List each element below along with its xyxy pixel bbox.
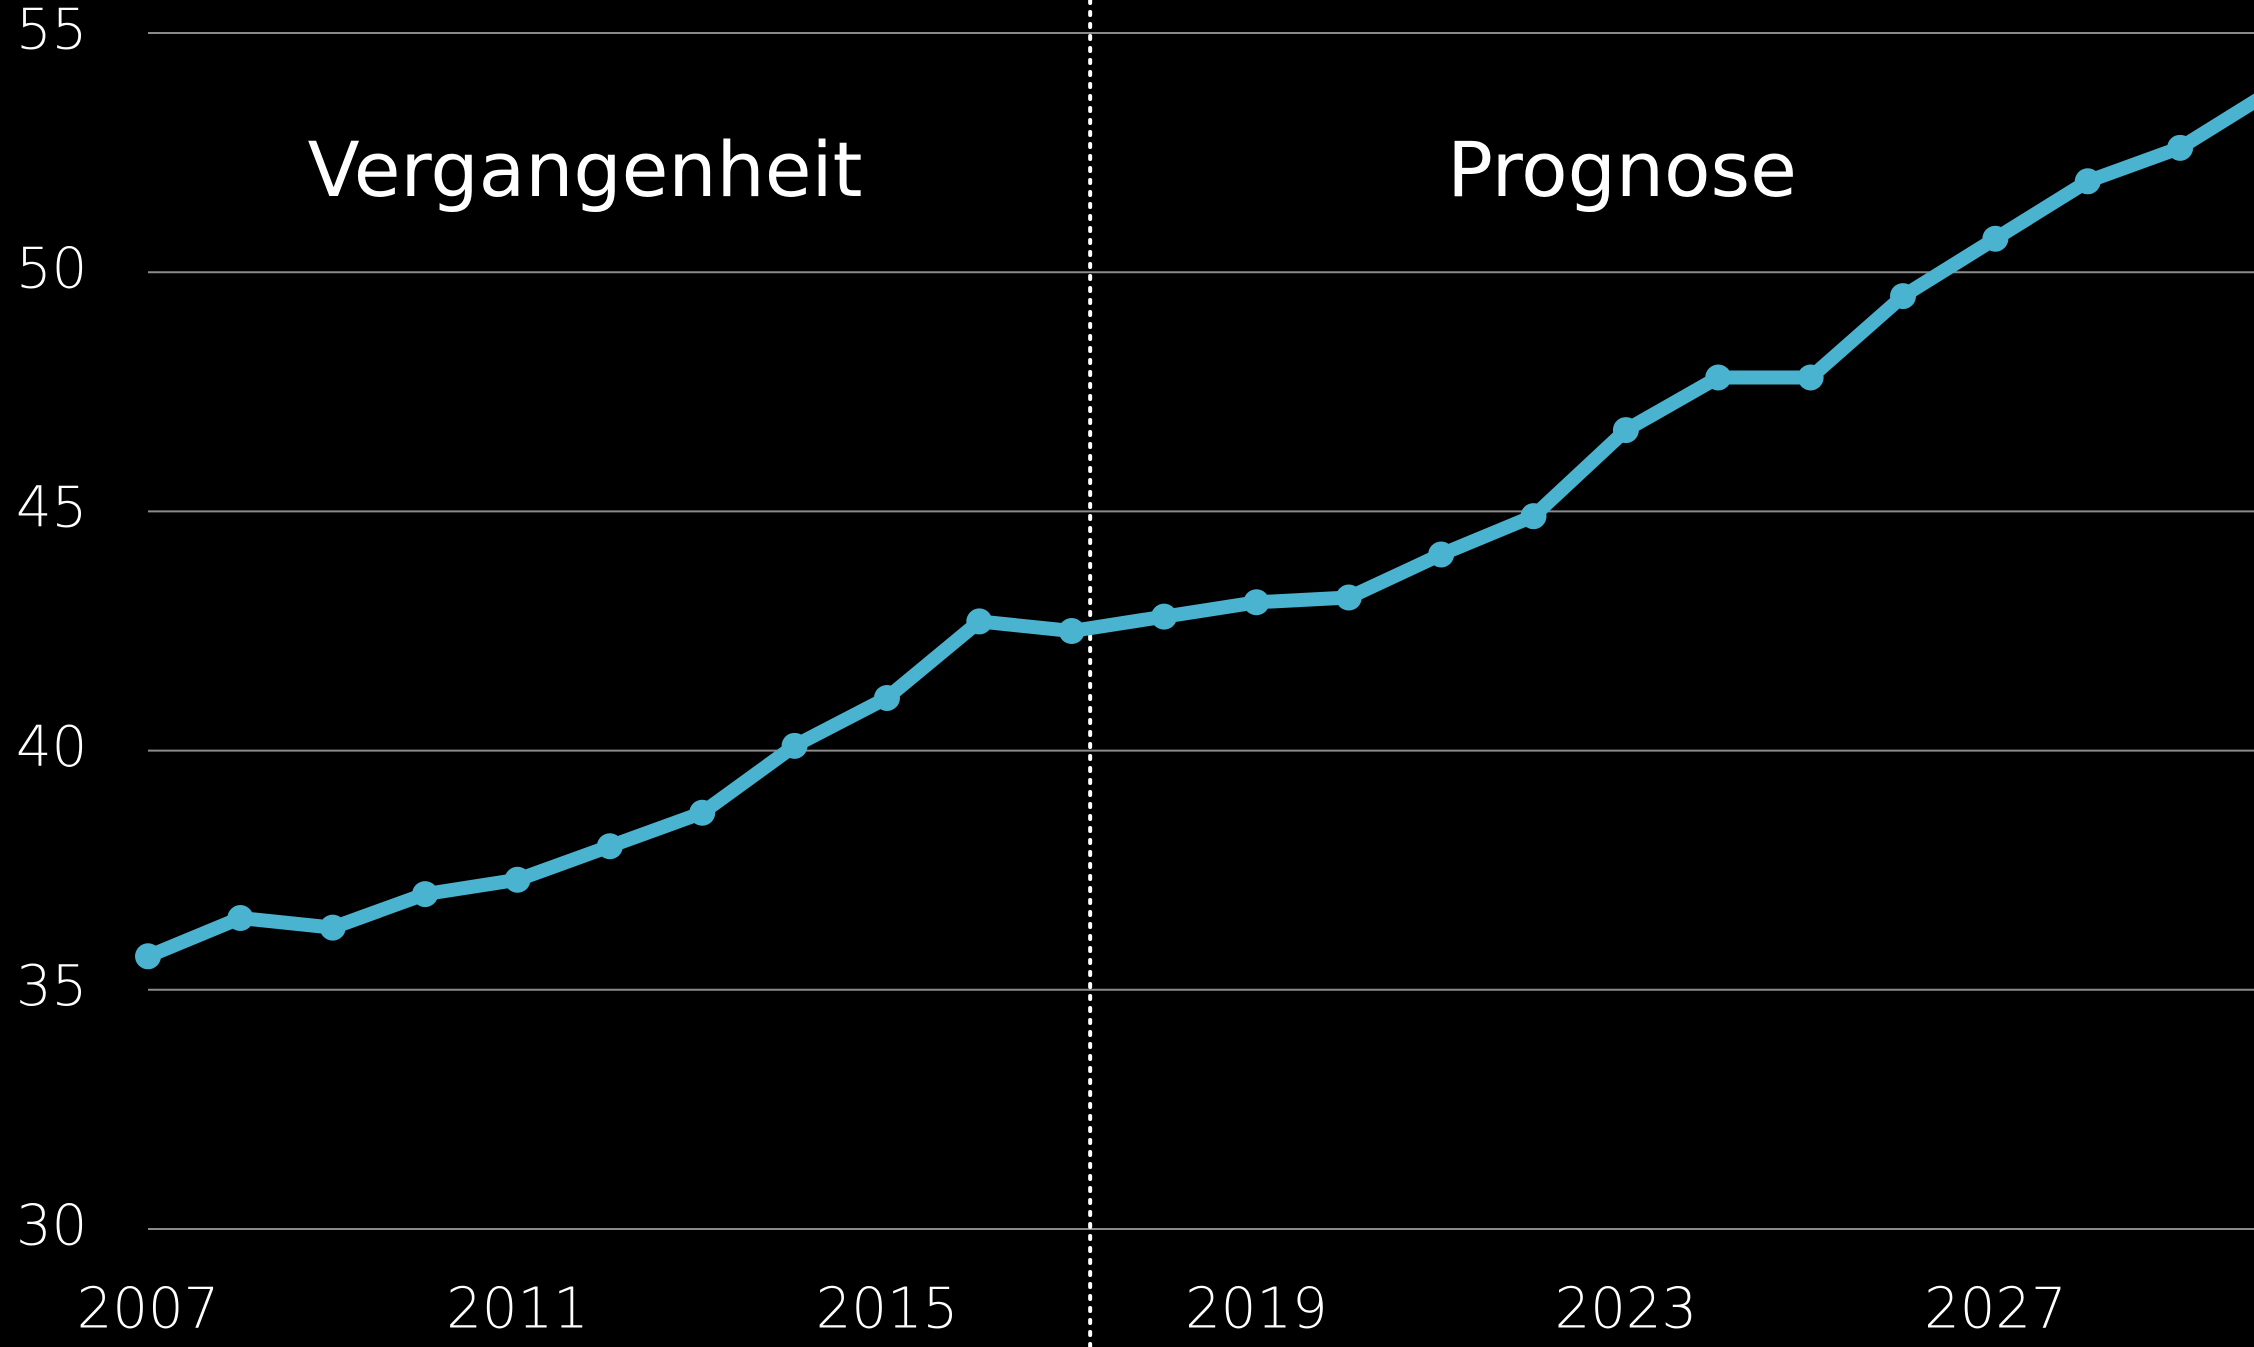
data-point xyxy=(1335,584,1362,611)
data-point xyxy=(1520,503,1547,530)
data-point xyxy=(1151,603,1178,630)
y-tick-label: 30 xyxy=(16,1193,87,1258)
y-tick-label: 40 xyxy=(16,715,87,780)
data-point xyxy=(1982,225,2009,252)
data-point xyxy=(135,943,161,970)
data-point xyxy=(412,881,439,908)
y-tick-label: 35 xyxy=(16,954,87,1019)
data-point xyxy=(1243,589,1270,616)
y-tick-label: 55 xyxy=(16,0,87,62)
data-point xyxy=(319,914,346,941)
data-point xyxy=(689,799,716,826)
y-tick-label: 45 xyxy=(16,476,87,541)
annotation: Prognose xyxy=(1447,125,1797,214)
x-tick-label: 2023 xyxy=(1555,1276,1698,1341)
data-point xyxy=(1890,283,1916,310)
x-tick-label: 2011 xyxy=(446,1276,589,1341)
data-point xyxy=(1612,417,1639,444)
data-point xyxy=(227,905,254,932)
data-point xyxy=(966,608,993,635)
annotation: Vergangenheit xyxy=(308,125,863,214)
data-point xyxy=(781,732,808,759)
x-tick-label: 2015 xyxy=(816,1276,959,1341)
data-point xyxy=(1428,541,1455,568)
data-point xyxy=(2167,134,2194,161)
data-point xyxy=(873,684,900,711)
data-point xyxy=(1058,618,1085,644)
data-point xyxy=(504,866,531,893)
x-tick-label: 2027 xyxy=(1924,1276,2067,1341)
x-tick-label: 2019 xyxy=(1185,1276,1328,1341)
data-point xyxy=(2074,168,2101,195)
x-tick-label: 2007 xyxy=(77,1276,220,1341)
data-line xyxy=(145,93,2254,963)
data-point xyxy=(596,833,623,860)
data-point xyxy=(1705,364,1732,391)
data-point xyxy=(1797,364,1824,391)
y-tick-label: 50 xyxy=(16,236,87,301)
